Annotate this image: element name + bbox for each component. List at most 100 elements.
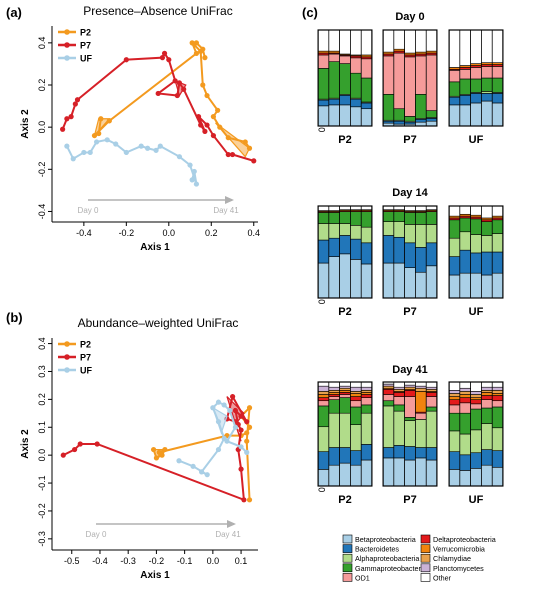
scatter-a-p2-point bbox=[200, 82, 206, 88]
bar-segment-deltaproteobacteria bbox=[360, 394, 373, 398]
bar-group-frame bbox=[382, 29, 438, 127]
scatter-a-uf-point bbox=[144, 145, 151, 151]
legend-label-od1: OD1 bbox=[355, 573, 370, 582]
bar-segment-alphaproteobacteria bbox=[415, 419, 427, 448]
bar-group-label-p7: P7 bbox=[403, 306, 416, 318]
bar-segment-betaproteobacteria bbox=[448, 274, 461, 299]
bar-segment-other bbox=[350, 29, 362, 56]
bar-segment-verrucomicrobia bbox=[448, 396, 461, 400]
bar-segment-bacteroidetes bbox=[317, 99, 330, 107]
bar-segment-other bbox=[481, 29, 493, 63]
bar-segment-gammaproteobacteria bbox=[425, 406, 438, 412]
scatter-a-p7-point bbox=[161, 50, 168, 56]
scatter-b-uf-point bbox=[190, 463, 196, 469]
bar-segment-alphaproteobacteria bbox=[393, 410, 405, 446]
scatter-b-ytick-label: 0.4 bbox=[37, 337, 47, 350]
bar-segment-planctomycetes bbox=[382, 383, 395, 387]
scatter-b-p7-point bbox=[71, 446, 78, 453]
bar-segment-planctomycetes bbox=[491, 386, 504, 391]
bar-segment-bacteroidetes bbox=[491, 450, 504, 468]
bar-segment-od1 bbox=[470, 67, 482, 80]
bar-segment-other bbox=[448, 205, 461, 217]
bar-segment-alphaproteobacteria bbox=[360, 412, 373, 445]
scatter-b-xlabel: Axis 1 bbox=[140, 570, 170, 581]
bar-segment-deltaproteobacteria bbox=[317, 397, 330, 402]
scatter-b-p2-point bbox=[156, 449, 162, 455]
scatter-a-ytick-label: 0.0 bbox=[37, 121, 47, 134]
scatter-b-time-arrowhead bbox=[227, 520, 236, 528]
bar-segment-bacteroidetes bbox=[470, 93, 482, 104]
bar-segment-od1 bbox=[328, 53, 340, 62]
scatter-a-legend-point bbox=[64, 29, 70, 35]
bar-segment-planctomycetes bbox=[328, 386, 340, 391]
bar-segment-other bbox=[470, 29, 482, 64]
bar-segment-bacteroidetes bbox=[393, 445, 405, 459]
bar-segment-gammaproteobacteria bbox=[339, 211, 351, 224]
bar-segment-od1 bbox=[328, 396, 340, 400]
scatter-b-uf-point bbox=[215, 419, 222, 425]
bar-segment-gammaproteobacteria bbox=[481, 221, 493, 236]
scatter-b-uf-point bbox=[215, 446, 222, 453]
scatter-b-xtick-label: -0.1 bbox=[177, 556, 193, 566]
scatter-a-uf-point bbox=[64, 143, 70, 149]
scatter-a-p7-point bbox=[159, 55, 166, 61]
bar-segment-alphaproteobacteria bbox=[459, 433, 471, 456]
legend-label-alphaproteobacteria: Alphaproteobacteria bbox=[355, 554, 419, 563]
scatter-b-p7-point bbox=[230, 393, 236, 400]
scatter-b-uf-point bbox=[215, 399, 222, 405]
bar-segment-od1 bbox=[491, 66, 504, 79]
bar-segment-alphaproteobacteria bbox=[425, 410, 438, 448]
bar-segment-alphaproteobacteria bbox=[339, 223, 351, 236]
bar-segment-alphaproteobacteria bbox=[491, 427, 504, 451]
bar-segment-gammaproteobacteria bbox=[328, 61, 340, 99]
scatter-a-p7-point bbox=[210, 132, 217, 139]
scatter-a-p2-point bbox=[189, 40, 195, 46]
scatter-b: -0.3 -0.2 -0.1 0.0 0.1 0.2 0.3 0.4 -0.5 -0.4 -0.3 -… bbox=[20, 337, 258, 581]
scatter-b-p2-point bbox=[246, 424, 253, 430]
scatter-a-legend-point bbox=[64, 55, 70, 61]
bar-segment-gammaproteobacteria bbox=[415, 94, 427, 119]
bar-segment-verrucomicrobia bbox=[415, 391, 427, 413]
legend-swatch-gammaproteobacteria bbox=[342, 563, 353, 573]
bar-segment-betaproteobacteria bbox=[415, 457, 427, 487]
taxa-legend: Betaproteobacteria Deltaproteobacteria Bac… bbox=[342, 534, 496, 582]
scatter-a-p7-point bbox=[68, 114, 74, 120]
bar-segment-other bbox=[360, 29, 373, 56]
bar-segment-planctomycetes bbox=[350, 386, 362, 392]
scatter-a-legend-point bbox=[64, 42, 70, 48]
bar-segment-gammaproteobacteria bbox=[448, 81, 461, 97]
scatter-b-ytick-label: -0.3 bbox=[37, 531, 47, 547]
scatter-a-p2-point bbox=[217, 124, 223, 130]
bar-segment-other bbox=[339, 29, 351, 55]
bar-segment-chlamydiae bbox=[328, 390, 340, 393]
bar-segment-alphaproteobacteria bbox=[350, 424, 362, 451]
bar-segment-gammaproteobacteria bbox=[360, 211, 373, 228]
scatter-a-p7-point bbox=[251, 158, 257, 164]
bar-segment-gammaproteobacteria bbox=[328, 399, 340, 414]
scatter-a-uf-point bbox=[193, 181, 200, 187]
bar-group-label-uf: UF bbox=[469, 306, 484, 318]
legend-label-chlamydiae: Chlamydiae bbox=[433, 554, 471, 563]
bar-segment-betaproteobacteria bbox=[317, 105, 330, 127]
bar-segment-planctomycetes bbox=[481, 386, 493, 391]
scatter-a-uf-point bbox=[176, 154, 183, 160]
bar-segment-chlamydiae bbox=[415, 387, 427, 392]
scatter-a-xtick-label: -0.2 bbox=[119, 228, 135, 238]
bar-segment-gammaproteobacteria bbox=[317, 212, 330, 224]
bar-segment-verrucomicrobia bbox=[470, 397, 482, 400]
bar-segment-gammaproteobacteria bbox=[404, 212, 416, 225]
bar-segment-other bbox=[317, 381, 330, 387]
bar-segment-betaproteobacteria bbox=[328, 464, 340, 487]
scatter-a-uf-point bbox=[157, 143, 163, 149]
bar-segment-od1 bbox=[350, 400, 362, 408]
bar-segment-gammaproteobacteria bbox=[382, 211, 395, 222]
bar-group-frame bbox=[448, 205, 504, 299]
bar-segment-gammaproteobacteria bbox=[393, 211, 405, 222]
scatter-a-ytick-label: -0.2 bbox=[37, 162, 47, 178]
bar-segment-other bbox=[393, 381, 405, 388]
bar-segment-chlamydiae bbox=[470, 394, 482, 398]
bar-segment-bacteroidetes bbox=[393, 120, 405, 125]
scatter-a-p7-point bbox=[204, 122, 210, 128]
bar-segment-gammaproteobacteria bbox=[317, 405, 330, 428]
